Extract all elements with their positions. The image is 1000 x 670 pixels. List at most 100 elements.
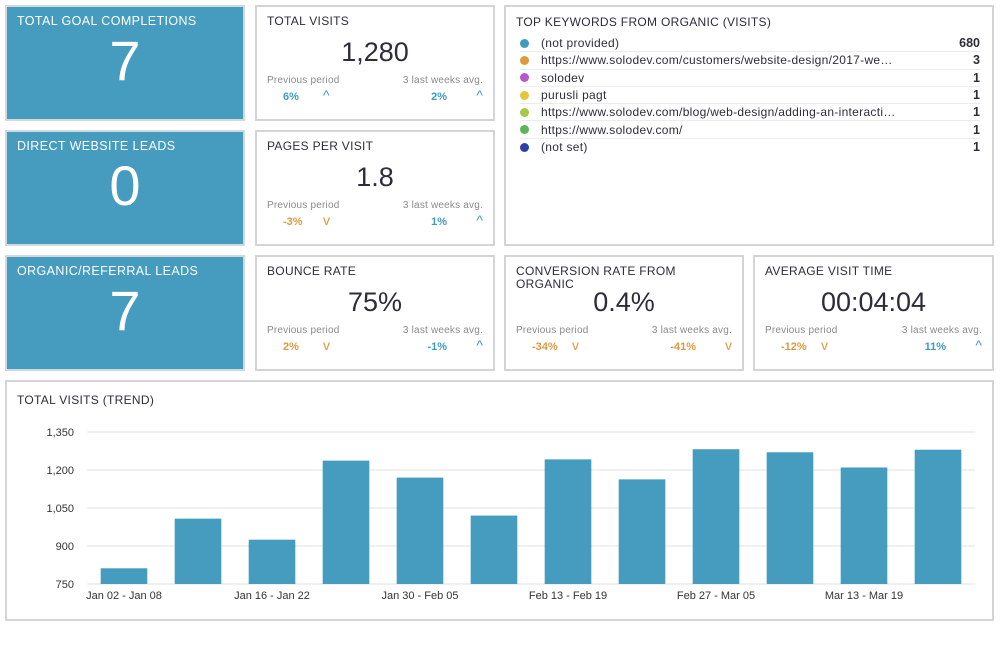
three-week-avg-value: 2% bbox=[431, 91, 447, 103]
legend-dot-icon bbox=[520, 38, 529, 48]
keyword-label: (not provided) bbox=[541, 36, 620, 51]
bar bbox=[396, 477, 444, 584]
previous-period-trend-icon: v bbox=[323, 212, 330, 228]
three-week-avg-value: 11% bbox=[924, 341, 946, 353]
card-title: ORGANIC/REFERRAL LEADS bbox=[17, 264, 199, 278]
bar bbox=[248, 539, 296, 584]
previous-period-label: Previous period bbox=[765, 325, 838, 336]
three-week-avg-trend-icon: v bbox=[725, 337, 732, 353]
three-week-avg-trend-icon: ^ bbox=[476, 212, 483, 228]
bar bbox=[174, 518, 222, 584]
three-week-avg-trend-icon: ^ bbox=[476, 337, 483, 353]
x-tick-label: Jan 16 - Jan 22 bbox=[234, 590, 310, 602]
previous-period-trend-icon: v bbox=[572, 337, 579, 353]
bar bbox=[544, 459, 592, 584]
kpi-value: 1,280 bbox=[341, 37, 409, 67]
keyword-label: purusli pagt bbox=[541, 88, 607, 103]
keyword-row: (not set) 1 bbox=[520, 139, 980, 156]
previous-period-trend-icon: v bbox=[323, 337, 330, 353]
card-value: 0 bbox=[109, 154, 141, 217]
previous-period-trend-icon: ^ bbox=[323, 87, 330, 103]
keyword-row: https://www.solodev.com/blog/web-design/… bbox=[520, 104, 980, 122]
y-tick-label: 1,200 bbox=[46, 465, 74, 477]
keyword-label: https://www.solodev.com/ bbox=[541, 122, 683, 137]
legend-dot-icon bbox=[520, 142, 529, 152]
three-week-avg-label: 3 last weeks avg. bbox=[402, 325, 483, 336]
total-goal-completions-card: TOTAL GOAL COMPLETIONS 7 bbox=[5, 5, 245, 121]
organic-referral-leads-card: ORGANIC/REFERRAL LEADS 7 bbox=[5, 255, 245, 371]
kpi-title: AVERAGE VISIT TIME bbox=[765, 264, 893, 278]
three-week-avg-value: 1% bbox=[431, 216, 447, 228]
keyword-label: (not set) bbox=[541, 140, 588, 155]
three-week-avg-value: -41% bbox=[670, 341, 696, 353]
legend-dot-icon bbox=[520, 107, 529, 117]
bar bbox=[766, 452, 814, 584]
keyword-row: solodev 1 bbox=[520, 70, 980, 87]
bar bbox=[618, 479, 666, 584]
legend-dot-icon bbox=[520, 55, 529, 65]
three-week-avg-trend-icon: ^ bbox=[476, 87, 483, 103]
keyword-label: solodev bbox=[541, 70, 585, 85]
kpi-title: PAGES PER VISIT bbox=[267, 139, 374, 153]
keyword-label: https://www.solodev.com/customers/websit… bbox=[541, 53, 897, 68]
x-tick-label: Jan 30 - Feb 05 bbox=[381, 590, 458, 602]
previous-period-trend-icon: v bbox=[821, 337, 828, 353]
trend-title: TOTAL VISITS (TREND) bbox=[17, 393, 155, 407]
direct-website-leads-card: DIRECT WEBSITE LEADS 0 bbox=[5, 130, 245, 246]
kpi-title: BOUNCE RATE bbox=[267, 264, 357, 278]
keyword-visits: 680 bbox=[959, 36, 980, 51]
kpi-value: 00:04:04 bbox=[820, 287, 927, 317]
keyword-visits: 3 bbox=[973, 53, 980, 68]
kpi-title: CONVERSION RATE FROM ORGANIC bbox=[516, 264, 676, 291]
bounce-rate-card: BOUNCE RATE 75% Previous period 3 last w… bbox=[255, 255, 495, 371]
keyword-row: purusli pagt 1 bbox=[520, 87, 980, 105]
bar bbox=[470, 515, 518, 584]
total-visits-card: TOTAL VISITS 1,280 Previous period 3 las… bbox=[255, 5, 495, 121]
previous-period-label: Previous period bbox=[267, 75, 340, 86]
keyword-visits: 1 bbox=[973, 122, 980, 137]
bar bbox=[692, 449, 740, 584]
previous-period-label: Previous period bbox=[267, 200, 340, 211]
total-visits-trend-card: TOTAL VISITS (TREND) 750 900 1,050 1,200 1,3… bbox=[5, 380, 994, 621]
keyword-row: https://www.solodev.com/1 bbox=[520, 121, 980, 139]
three-week-avg-label: 3 last weeks avg. bbox=[402, 75, 483, 86]
legend-dot-icon bbox=[520, 125, 529, 135]
bar bbox=[914, 449, 962, 584]
x-tick-label: Feb 27 - Mar 05 bbox=[677, 590, 755, 602]
card-value: 7 bbox=[109, 279, 141, 342]
total-visits-trend-chart: 750 900 1,050 1,200 1,350 Jan 02 - Jan 08 Jan … bbox=[46, 427, 975, 602]
bar bbox=[322, 460, 370, 584]
previous-period-value: -12% bbox=[781, 341, 807, 353]
y-tick-label: 900 bbox=[56, 541, 74, 553]
x-tick-label: Mar 13 - Mar 19 bbox=[825, 590, 903, 602]
y-tick-label: 750 bbox=[56, 579, 74, 591]
x-tick-label: Jan 02 - Jan 08 bbox=[86, 590, 162, 602]
keyword-visits: 1 bbox=[973, 70, 980, 85]
three-week-avg-label: 3 last weeks avg. bbox=[402, 200, 483, 211]
keyword-label: https://www.solodev.com/blog/web-design/… bbox=[541, 105, 897, 120]
legend-dot-icon bbox=[520, 90, 529, 100]
y-tick-label: 1,050 bbox=[46, 503, 74, 515]
three-week-avg-trend-icon: ^ bbox=[975, 337, 982, 353]
keywords-title: TOP KEYWORDS FROM ORGANIC (VISITS) bbox=[516, 15, 772, 29]
previous-period-value: -3% bbox=[283, 216, 303, 228]
y-tick-label: 1,350 bbox=[46, 427, 74, 439]
previous-period-label: Previous period bbox=[516, 325, 589, 336]
previous-period-value: -34% bbox=[532, 341, 558, 353]
bar bbox=[840, 467, 888, 584]
three-week-avg-label: 3 last weeks avg. bbox=[651, 325, 732, 336]
conversion-rate-card: CONVERSION RATE FROM ORGANIC 0.4% Previo… bbox=[504, 255, 744, 371]
card-title: DIRECT WEBSITE LEADS bbox=[17, 139, 176, 153]
pages-per-visit-card: PAGES PER VISIT 1.8 Previous period 3 la… bbox=[255, 130, 495, 246]
card-title: TOTAL GOAL COMPLETIONS bbox=[17, 14, 197, 28]
kpi-value: 75% bbox=[347, 287, 403, 317]
kpi-value: 0.4% bbox=[593, 287, 655, 317]
card-value: 7 bbox=[109, 29, 141, 92]
bar bbox=[100, 568, 148, 584]
three-week-avg-label: 3 last weeks avg. bbox=[901, 325, 982, 336]
keyword-row: https://www.solodev.com/customers/websit… bbox=[520, 52, 980, 70]
three-week-avg-value: -1% bbox=[427, 341, 447, 353]
kpi-title: TOTAL VISITS bbox=[267, 14, 350, 28]
average-visit-time-card: AVERAGE VISIT TIME 00:04:04 Previous per… bbox=[753, 255, 994, 371]
keyword-row: (not provided) 680 bbox=[520, 35, 980, 53]
